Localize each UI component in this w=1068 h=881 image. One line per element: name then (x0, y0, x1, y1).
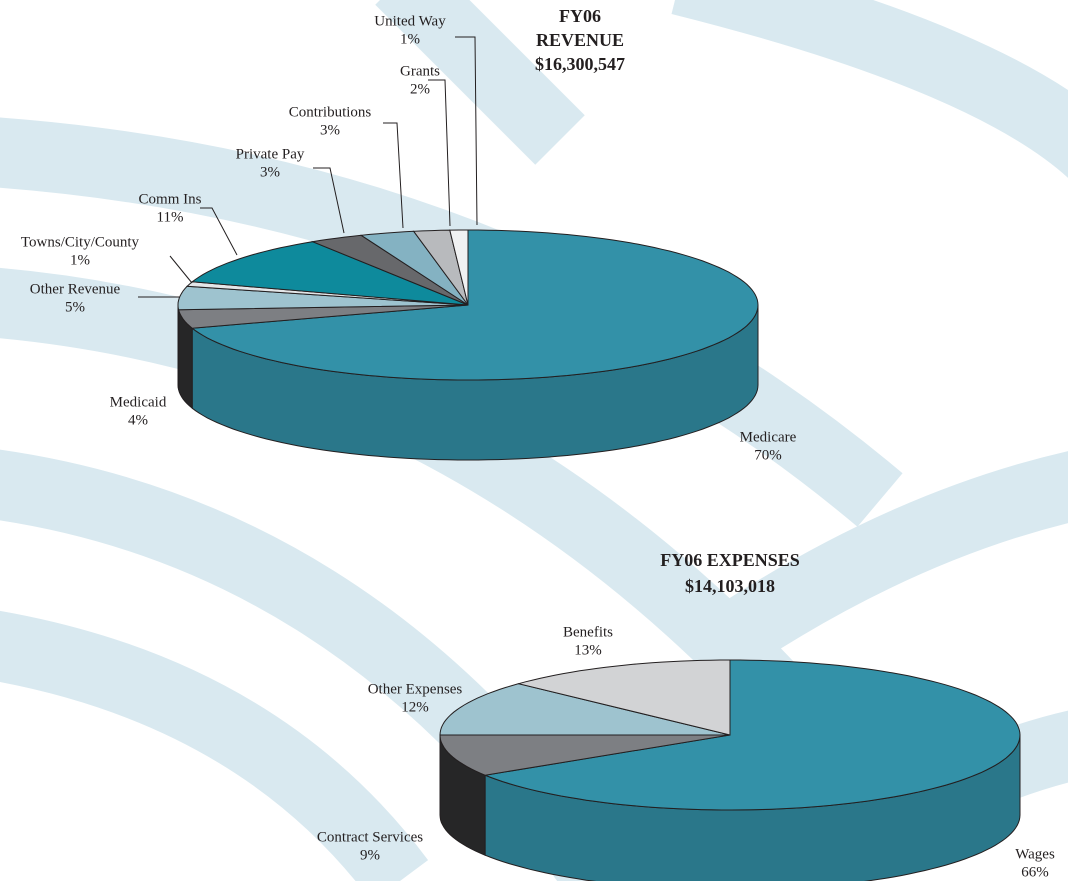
pie-side (178, 305, 179, 390)
slice-percent: 70% (754, 447, 782, 463)
slice-label: Medicare (740, 429, 797, 445)
slice-label: Wages (1015, 846, 1055, 862)
slice-label: Medicaid (110, 394, 167, 410)
slice-label: Grants (400, 63, 440, 79)
slice-percent: 5% (65, 299, 85, 315)
slice-label: United Way (374, 13, 446, 29)
slice-label: Benefits (563, 624, 613, 640)
chart-title: FY06 (559, 6, 601, 26)
slice-label: Other Revenue (30, 281, 121, 297)
chart-title: FY06 EXPENSES (660, 550, 800, 570)
slice-percent: 13% (574, 642, 602, 658)
slice-percent: 66% (1021, 864, 1049, 880)
deco-arc (680, 0, 1068, 160)
pie-chart: FY06 REVENUE $16,300,547 Medicare 70% Medicai… (21, 6, 797, 463)
slice-percent: 11% (157, 209, 184, 225)
slice-label: Other Expenses (368, 681, 463, 697)
slice-label: Towns/City/County (21, 234, 140, 250)
slice-percent: 1% (70, 252, 90, 268)
pie-tops (178, 230, 758, 380)
slice-label: Private Pay (236, 146, 305, 162)
slice-label: Contributions (289, 104, 372, 120)
slice-percent: 3% (260, 164, 280, 180)
slice-label: Contract Services (317, 829, 423, 845)
slice-percent: 1% (400, 31, 420, 47)
slice-percent: 3% (320, 122, 340, 138)
slice-percent: 9% (360, 847, 380, 863)
pie-tops (440, 660, 1020, 810)
slice-percent: 12% (401, 699, 429, 715)
slice-label: Comm Ins (139, 191, 202, 207)
leader-line (428, 80, 450, 226)
chart-title: REVENUE (536, 30, 624, 50)
chart-title: $16,300,547 (535, 54, 625, 74)
chart: FY06 REVENUE $16,300,547 Medicare 70% Medicai… (0, 0, 1068, 881)
chart-title: $14,103,018 (685, 576, 775, 596)
slice-percent: 2% (410, 81, 430, 97)
slice-percent: 4% (128, 412, 148, 428)
leader-line (170, 256, 192, 283)
